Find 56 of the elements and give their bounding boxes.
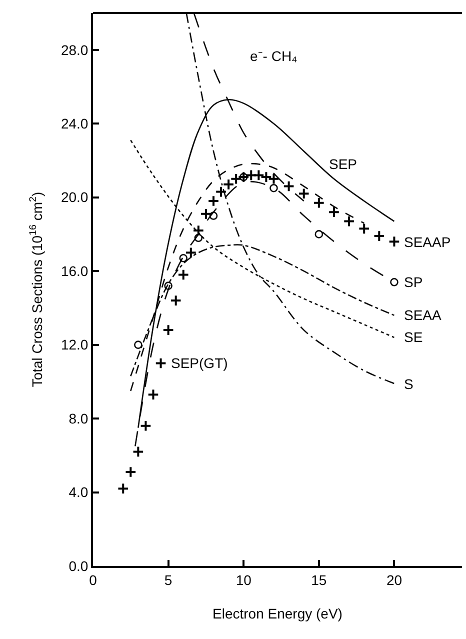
x-tick-label: 0 [89,572,98,588]
point [268,173,280,185]
point [282,180,295,192]
point [390,278,398,286]
point [215,186,227,198]
x-tick-label: 20 [386,572,402,588]
point [132,446,144,458]
x-tick-label: 15 [311,572,327,588]
point [328,206,340,218]
point [200,208,212,220]
x-tick-label: 10 [236,572,252,588]
point [177,268,190,281]
point [343,215,355,228]
point [313,196,325,209]
y-tick-label: 8.0 [68,410,88,426]
point [185,246,197,259]
point [147,388,160,400]
point [314,230,324,238]
point [117,482,130,494]
annotation: S [404,376,414,392]
point [230,173,242,185]
annotation: SE [404,329,423,345]
annotation: SEP(GT) [171,355,228,371]
point [134,340,142,349]
y-tick-label: 0.0 [68,558,88,574]
y-tick-label: 12.0 [60,336,88,353]
annotation: SEP [329,156,358,172]
point [373,230,386,242]
y-tick-label: 16.0 [60,262,88,279]
point [162,324,174,336]
annotation: SEAAP [404,234,451,250]
x-tick-label: 5 [164,572,172,588]
point [154,357,167,370]
y-tick-label: 28.0 [60,42,88,58]
y-tick-label: 20.0 [60,189,88,206]
point [192,224,204,236]
point [124,466,137,478]
point [270,184,278,192]
annotation: SP [404,274,423,290]
point [358,222,370,235]
x-axis-title: Electron Energy (eV) [212,606,342,622]
point [179,254,188,262]
point [208,195,220,207]
point [388,236,400,248]
annotation: SEAA [404,307,442,323]
y-tick-label: 24.0 [60,116,88,132]
point [260,171,272,183]
y-tick-label: 4.0 [68,484,88,500]
point [252,169,265,182]
point [209,212,218,220]
point [170,294,182,306]
point [194,234,203,242]
point [222,178,234,190]
point [298,188,310,200]
point [164,282,172,290]
annotation: e⁻- CH₄ [250,48,298,64]
